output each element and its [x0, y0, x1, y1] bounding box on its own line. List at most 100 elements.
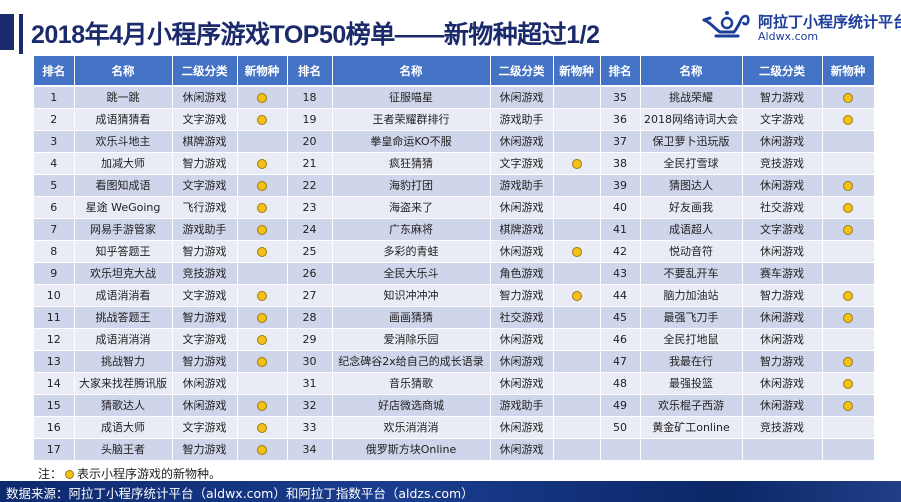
new-species-dot-icon [257, 180, 267, 191]
rank-cell: 38 [600, 152, 641, 175]
new-species-cell [822, 284, 875, 307]
table-row: 3 欢乐斗地主 棋牌游戏 20 拳皇命运KO不服 休闲游戏 37 保卫萝卜迅玩版 休闲游戏 [34, 130, 875, 153]
category-cell: 休闲游戏 [742, 306, 823, 329]
column-header-new-species: 新物种 [553, 56, 601, 87]
game-name: 俄罗斯方块Online [365, 443, 457, 456]
category-cell: 休闲游戏 [490, 372, 554, 395]
category-cell: 游戏助手 [172, 218, 238, 241]
table-header-row: 排名 名称 二级分类 新物种 排名 名称 二级分类 新物种 排名 名称 二级分类… [34, 56, 875, 87]
new-species-cell [553, 86, 601, 109]
game-name-cell: 广东麻将 [332, 218, 491, 241]
rank-cell: 26 [287, 262, 333, 285]
rank-cell: 35 [600, 86, 641, 109]
new-species-dot-icon [843, 202, 853, 213]
new-species-cell [237, 328, 288, 351]
category-cell: 休闲游戏 [742, 130, 823, 153]
table-row: 4 加减大师 智力游戏 21 疯狂猜猜 文字游戏 38 全民打雪球 竞技游戏 [34, 152, 875, 175]
game-name-cell: 纪念碑谷2x给自己的成长语录 [332, 350, 491, 373]
new-species-cell [822, 240, 875, 263]
category-cell: 文字游戏 [172, 328, 238, 351]
game-name-cell: 挑战智力 [74, 350, 173, 373]
new-species-dot-icon [571, 290, 582, 301]
category-cell: 赛车游戏 [742, 262, 823, 285]
new-species-dot-icon [571, 158, 582, 169]
new-species-dot-icon [257, 334, 267, 345]
rank-cell: 28 [287, 306, 333, 329]
new-species-dot-icon [257, 246, 267, 257]
game-name: 大家来找茬腾讯版 [79, 377, 167, 390]
new-species-cell [237, 394, 288, 417]
column-header-new-species: 新物种 [822, 56, 875, 87]
new-species-cell [237, 262, 288, 285]
game-name: 跳一跳 [106, 91, 140, 105]
game-name: 好店微选商城 [378, 399, 444, 412]
new-species-dot-icon [257, 356, 267, 367]
new-species-cell [237, 372, 288, 395]
title-accent-block [0, 14, 14, 50]
new-species-cell [822, 350, 875, 373]
new-species-cell [237, 416, 288, 439]
table-row: 7 网易手游管家 游戏助手 24 广东麻将 棋牌游戏 41 成语超人 文字游戏 [34, 218, 875, 241]
game-name-cell: 欢乐棍子西游 [640, 394, 743, 417]
game-name-cell: 成语消消看 [74, 284, 173, 307]
new-species-cell [822, 262, 875, 285]
game-name-cell: 猜歌达人 [74, 394, 173, 417]
rank-cell: 37 [600, 130, 641, 153]
category-cell: 游戏助手 [490, 174, 554, 197]
column-header-name: 名称 [640, 56, 743, 87]
game-name: 最强投篮 [669, 377, 713, 390]
ranking-table: 排名 名称 二级分类 新物种 排名 名称 二级分类 新物种 排名 名称 二级分类… [34, 56, 875, 461]
new-species-cell [553, 196, 601, 219]
column-header-rank: 排名 [287, 56, 333, 87]
footer-bar: 数据来源：阿拉丁小程序统计平台（aldwx.com）和阿拉丁指数平台（aldzs… [0, 481, 901, 502]
category-cell: 智力游戏 [172, 152, 238, 175]
game-name: 猜图达人 [669, 179, 713, 192]
rank-cell: 24 [287, 218, 333, 241]
game-name: 拳皇命运KO不服 [370, 135, 452, 148]
new-species-cell [822, 218, 875, 241]
rank-cell: 33 [287, 416, 333, 439]
new-species-cell [822, 196, 875, 219]
game-name: 全民打地鼠 [663, 333, 719, 346]
game-name-cell: 王者荣耀群排行 [332, 108, 491, 131]
rank-cell: 10 [34, 284, 75, 307]
game-name: 知乎答题王 [95, 245, 151, 258]
rank-cell: 6 [34, 196, 75, 219]
game-name-cell: 海盗来了 [332, 196, 491, 219]
table-row: 15 猜歌达人 休闲游戏 32 好店微选商城 游戏助手 49 欢乐棍子西游 休闲游戏 [34, 394, 875, 417]
game-name-cell: 挑战荣耀 [640, 86, 743, 109]
new-species-cell [553, 262, 601, 285]
game-name-cell: 拳皇命运KO不服 [332, 130, 491, 153]
rank-cell: 11 [34, 306, 75, 329]
new-species-dot-icon [257, 290, 267, 301]
game-name-cell: 好友画我 [640, 196, 743, 219]
rank-cell: 13 [34, 350, 75, 373]
category-cell: 文字游戏 [490, 152, 554, 175]
new-species-cell [822, 438, 875, 461]
note-text: 表示小程序游戏的新物种。 [77, 467, 222, 481]
game-name: 网易手游管家 [90, 223, 156, 236]
rank-cell: 18 [287, 86, 333, 109]
rank-cell: 30 [287, 350, 333, 373]
game-name: 多彩的青蛙 [383, 245, 439, 258]
new-species-dot-icon [843, 312, 853, 323]
game-name: 海盗来了 [389, 201, 433, 214]
new-species-cell [822, 86, 875, 109]
category-cell: 休闲游戏 [172, 372, 238, 395]
new-species-cell [553, 240, 601, 263]
game-name-cell: 跳一跳 [74, 86, 173, 109]
rank-cell: 14 [34, 372, 75, 395]
category-cell: 休闲游戏 [742, 240, 823, 263]
table-row: 12 成语消消消 文字游戏 29 爱消除乐园 休闲游戏 46 全民打地鼠 休闲游戏 [34, 328, 875, 351]
category-cell: 休闲游戏 [742, 328, 823, 351]
new-species-dot-icon [257, 400, 267, 411]
game-name-cell: 2018网络诗词大会 [640, 108, 743, 131]
game-name: 不要乱开车 [663, 267, 719, 280]
new-species-cell [237, 240, 288, 263]
table-row: 1 跳一跳 休闲游戏 18 征服喵星 休闲游戏 35 挑战荣耀 智力游戏 [34, 86, 875, 109]
game-name: 看图知成语 [95, 179, 151, 192]
rank-cell: 27 [287, 284, 333, 307]
new-species-cell [822, 328, 875, 351]
game-name: 全民打雪球 [663, 157, 719, 170]
category-cell: 文字游戏 [172, 284, 238, 307]
